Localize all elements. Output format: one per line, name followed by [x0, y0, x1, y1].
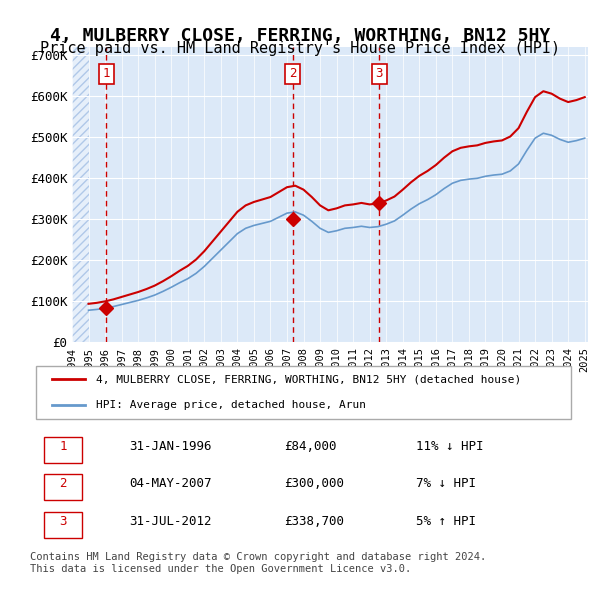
Text: £338,700: £338,700: [284, 515, 344, 528]
Text: 2: 2: [289, 67, 296, 80]
Text: Price paid vs. HM Land Registry's House Price Index (HPI): Price paid vs. HM Land Registry's House …: [40, 41, 560, 56]
Text: 5% ↑ HPI: 5% ↑ HPI: [416, 515, 476, 528]
Text: 04-MAY-2007: 04-MAY-2007: [130, 477, 212, 490]
Bar: [72, 47, 89, 342]
FancyBboxPatch shape: [44, 512, 82, 538]
Text: 31-JUL-2012: 31-JUL-2012: [130, 515, 212, 528]
Text: 7% ↓ HPI: 7% ↓ HPI: [416, 477, 476, 490]
Bar: [72, 47, 89, 342]
Text: Contains HM Land Registry data © Crown copyright and database right 2024.
This d: Contains HM Land Registry data © Crown c…: [30, 552, 486, 574]
Text: 31-JAN-1996: 31-JAN-1996: [130, 440, 212, 453]
FancyBboxPatch shape: [44, 474, 82, 500]
Text: HPI: Average price, detached house, Arun: HPI: Average price, detached house, Arun: [96, 401, 366, 410]
Text: 2: 2: [59, 477, 67, 490]
Text: 1: 1: [103, 67, 110, 80]
Text: 3: 3: [59, 515, 67, 528]
Text: £84,000: £84,000: [284, 440, 337, 453]
FancyBboxPatch shape: [44, 437, 82, 463]
Text: 11% ↓ HPI: 11% ↓ HPI: [416, 440, 484, 453]
Text: 1: 1: [59, 440, 67, 453]
Text: 4, MULBERRY CLOSE, FERRING, WORTHING, BN12 5HY (detached house): 4, MULBERRY CLOSE, FERRING, WORTHING, BN…: [96, 375, 521, 384]
Text: £300,000: £300,000: [284, 477, 344, 490]
Text: 4, MULBERRY CLOSE, FERRING, WORTHING, BN12 5HY: 4, MULBERRY CLOSE, FERRING, WORTHING, BN…: [50, 27, 550, 45]
FancyBboxPatch shape: [35, 366, 571, 419]
Text: 3: 3: [376, 67, 383, 80]
